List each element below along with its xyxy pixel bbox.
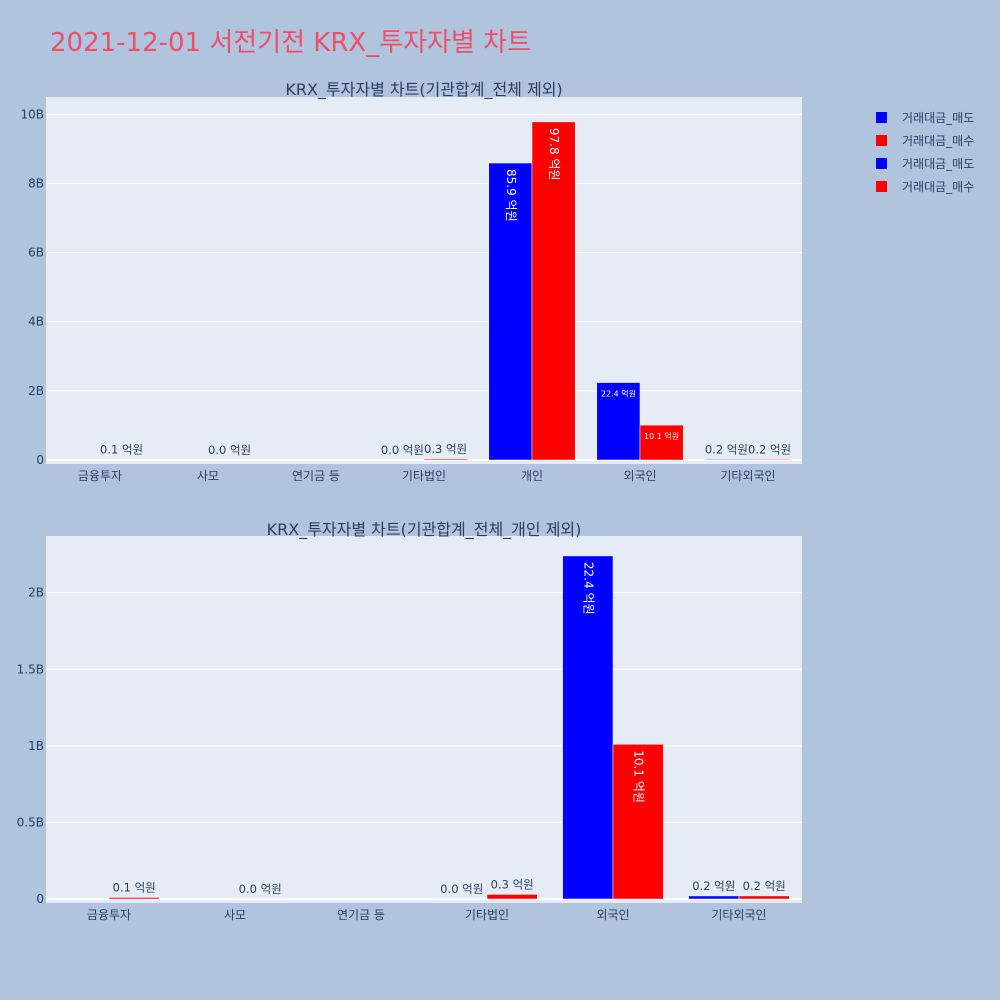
- y-tick-label: 1B: [28, 739, 44, 753]
- data-label: 22.4 억원: [601, 389, 636, 399]
- y-tick-label: 0.5B: [17, 815, 44, 829]
- bar: [639, 424, 684, 461]
- data-label: 0.2 억원: [743, 879, 786, 893]
- legend-swatch: [876, 112, 887, 123]
- page-title: 2021-12-01 서전기전 KRX_투자자별 차트: [50, 28, 532, 58]
- x-tick-label: 연기금 등: [337, 908, 385, 922]
- y-tick-label: 2B: [28, 384, 44, 398]
- data-label: 0.0 억원: [440, 882, 483, 896]
- plot-area: [46, 97, 802, 464]
- chart-title: KRX_투자자별 차트(기관합계_전체 제외): [285, 80, 562, 100]
- legend-label: 거래대금_매수: [902, 180, 975, 194]
- x-tick-label: 기타외국인: [720, 469, 775, 483]
- data-label: 10.1 억원: [632, 750, 646, 803]
- data-label: 0.1 억원: [113, 880, 156, 894]
- data-label: 10.1 억원: [644, 431, 679, 441]
- bar: [738, 895, 790, 900]
- chart-title: KRX_투자자별 차트(기관합계_전체_개인 제외): [267, 520, 582, 540]
- bar: [531, 121, 576, 461]
- bar: [612, 744, 664, 900]
- legend-label: 거래대금_매도: [902, 111, 975, 125]
- y-tick-label: 0: [36, 453, 44, 467]
- y-tick-label: 1.5B: [17, 662, 44, 676]
- data-label: 0.0 억원: [239, 882, 282, 896]
- legend-item[interactable]: 거래대금_매도: [876, 106, 974, 129]
- bar: [562, 555, 614, 900]
- bar: [596, 382, 641, 461]
- legend-item[interactable]: 거래대금_매수: [876, 175, 974, 198]
- data-label: 22.4 억원: [581, 562, 595, 615]
- bar: [747, 459, 792, 461]
- x-tick-label: 연기금 등: [292, 469, 340, 483]
- y-tick-label: 2B: [28, 586, 44, 600]
- legend-swatch: [876, 158, 887, 169]
- plot-area: [46, 536, 802, 903]
- bar: [688, 895, 740, 900]
- data-label: 0.2 억원: [705, 442, 748, 456]
- bar: [108, 897, 160, 900]
- legend-label: 거래대금_매도: [902, 157, 975, 171]
- x-tick-label: 사모: [224, 908, 246, 922]
- legend-item[interactable]: 거래대금_매수: [876, 129, 974, 152]
- data-label: 0.2 억원: [748, 442, 791, 456]
- bar: [704, 459, 749, 461]
- x-tick-label: 기타법인: [402, 469, 446, 483]
- data-label: 0.0 억원: [381, 443, 424, 457]
- x-tick-label: 외국인: [596, 908, 629, 922]
- y-tick-label: 6B: [28, 246, 44, 260]
- x-tick-label: 기타외국인: [711, 908, 766, 922]
- x-tick-label: 사모: [197, 469, 219, 483]
- data-label: 0.0 억원: [208, 443, 251, 457]
- x-tick-label: 외국인: [623, 469, 656, 483]
- legend-item[interactable]: 거래대금_매도: [876, 152, 974, 175]
- data-label: 0.1 억원: [100, 443, 143, 457]
- legend-swatch: [876, 181, 887, 192]
- data-label: 0.3 억원: [424, 442, 467, 456]
- data-label: 85.9 억원: [504, 169, 518, 222]
- y-tick-label: 4B: [28, 315, 44, 329]
- legend[interactable]: 거래대금_매도 거래대금_매수 거래대금_매도 거래대금_매수: [876, 106, 974, 198]
- x-tick-label: 금융투자: [78, 469, 122, 483]
- x-tick-label: 금융투자: [87, 908, 131, 922]
- data-label: 97.8 억원: [547, 128, 561, 181]
- bar: [486, 894, 538, 900]
- legend-label: 거래대금_매수: [902, 134, 975, 148]
- y-tick-label: 0: [36, 892, 44, 906]
- data-label: 0.2 억원: [692, 879, 735, 893]
- x-tick-label: 개인: [521, 469, 543, 483]
- x-tick-label: 기타법인: [465, 908, 509, 922]
- data-label: 0.3 억원: [491, 877, 534, 891]
- legend-swatch: [876, 135, 887, 146]
- y-tick-label: 10B: [20, 107, 44, 121]
- y-tick-label: 8B: [28, 176, 44, 190]
- bar: [423, 458, 468, 461]
